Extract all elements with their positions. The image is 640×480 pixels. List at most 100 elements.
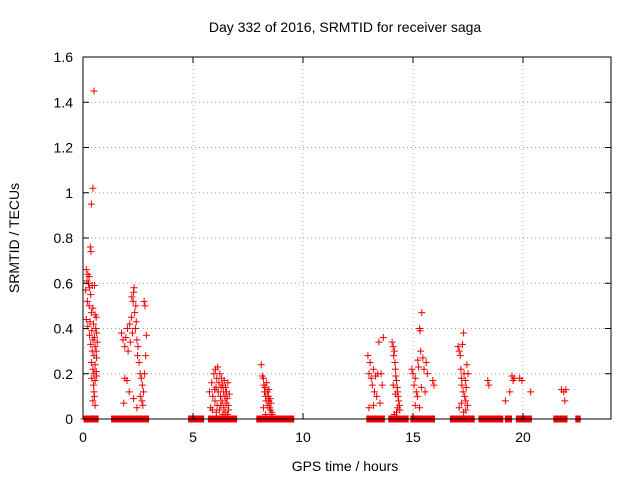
data-point bbox=[389, 343, 397, 351]
y-tick-label: 0.8 bbox=[54, 230, 74, 246]
data-point bbox=[135, 358, 143, 366]
data-point bbox=[457, 399, 465, 407]
data-point bbox=[91, 361, 99, 369]
data-point bbox=[220, 377, 228, 385]
data-point bbox=[91, 343, 99, 351]
data-point bbox=[369, 401, 377, 409]
data-point bbox=[90, 87, 98, 95]
data-point bbox=[87, 358, 95, 366]
data-point bbox=[267, 399, 275, 407]
data-point bbox=[429, 377, 437, 385]
data-point bbox=[421, 388, 429, 396]
data-point bbox=[415, 363, 422, 371]
x-axis-label: GPS time / hours bbox=[292, 458, 399, 474]
data-point bbox=[376, 399, 384, 407]
data-point bbox=[224, 379, 232, 387]
data-point bbox=[212, 408, 220, 416]
data-point bbox=[462, 397, 470, 405]
data-point bbox=[93, 338, 101, 346]
data-point bbox=[263, 379, 271, 387]
data-point bbox=[89, 397, 97, 405]
data-point bbox=[123, 325, 131, 332]
data-point bbox=[392, 372, 400, 380]
data-point bbox=[141, 302, 149, 310]
data-point bbox=[561, 397, 569, 405]
data-point bbox=[89, 304, 97, 312]
data-point bbox=[411, 374, 419, 382]
x-tick-label: 5 bbox=[189, 429, 197, 445]
data-point bbox=[130, 395, 138, 403]
data-point bbox=[365, 404, 373, 412]
data-point bbox=[464, 370, 472, 378]
data-point bbox=[140, 297, 148, 305]
data-point bbox=[86, 331, 94, 339]
data-point bbox=[394, 404, 402, 412]
data-point bbox=[395, 397, 403, 405]
data-point bbox=[257, 361, 265, 369]
y-tick-label: 0.2 bbox=[54, 366, 74, 382]
data-point bbox=[562, 386, 570, 394]
data-point bbox=[458, 381, 466, 389]
data-point bbox=[141, 370, 149, 378]
data-point bbox=[93, 372, 101, 380]
data-point bbox=[123, 377, 131, 385]
data-point bbox=[89, 336, 97, 344]
data-point bbox=[88, 347, 96, 355]
y-tick-label: 1 bbox=[65, 185, 73, 201]
data-point bbox=[122, 334, 130, 342]
data-point bbox=[82, 315, 90, 323]
data-point bbox=[261, 383, 269, 391]
data-point bbox=[455, 347, 463, 355]
data-point bbox=[454, 343, 462, 351]
data-point bbox=[459, 388, 467, 396]
data-point bbox=[206, 388, 213, 396]
data-point bbox=[393, 377, 400, 385]
data-point bbox=[459, 340, 466, 348]
data-point bbox=[130, 284, 138, 292]
data-point bbox=[417, 347, 425, 355]
data-point bbox=[92, 325, 100, 332]
data-point bbox=[131, 309, 139, 317]
y-tick-label: 0.6 bbox=[54, 275, 74, 291]
data-point bbox=[218, 397, 226, 405]
data-point bbox=[82, 266, 90, 274]
data-point bbox=[134, 343, 142, 351]
data-point bbox=[209, 392, 217, 400]
data-point bbox=[463, 361, 471, 369]
data-point bbox=[225, 406, 233, 414]
y-tick-label: 0.4 bbox=[54, 321, 74, 337]
data-point bbox=[501, 397, 509, 405]
data-point bbox=[133, 336, 141, 344]
data-point bbox=[137, 374, 145, 382]
data-point bbox=[138, 397, 146, 405]
data-point bbox=[90, 392, 98, 400]
data-point bbox=[128, 293, 136, 301]
data-point bbox=[416, 327, 424, 335]
data-point bbox=[124, 347, 132, 355]
data-point bbox=[457, 365, 465, 373]
data-point bbox=[456, 352, 464, 360]
data-point bbox=[390, 352, 398, 360]
data-point bbox=[87, 291, 95, 299]
data-point bbox=[368, 381, 376, 389]
data-point bbox=[371, 388, 378, 396]
data-point bbox=[412, 388, 420, 396]
data-point bbox=[93, 354, 101, 362]
data-point bbox=[266, 395, 274, 403]
data-point bbox=[413, 392, 421, 400]
chart-title: Day 332 of 2016, SRMTID for receiver sag… bbox=[209, 19, 482, 35]
data-point bbox=[265, 386, 273, 394]
data-point bbox=[364, 352, 372, 360]
data-point bbox=[208, 406, 216, 414]
data-point bbox=[139, 401, 147, 409]
data-point bbox=[414, 356, 422, 364]
data-point bbox=[131, 325, 139, 332]
data-point bbox=[87, 200, 95, 208]
data-point bbox=[86, 243, 94, 251]
data-point bbox=[419, 354, 427, 362]
data-point bbox=[418, 309, 426, 317]
y-tick-label: 1.2 bbox=[54, 140, 74, 156]
data-point bbox=[126, 320, 134, 328]
data-point bbox=[388, 338, 396, 346]
